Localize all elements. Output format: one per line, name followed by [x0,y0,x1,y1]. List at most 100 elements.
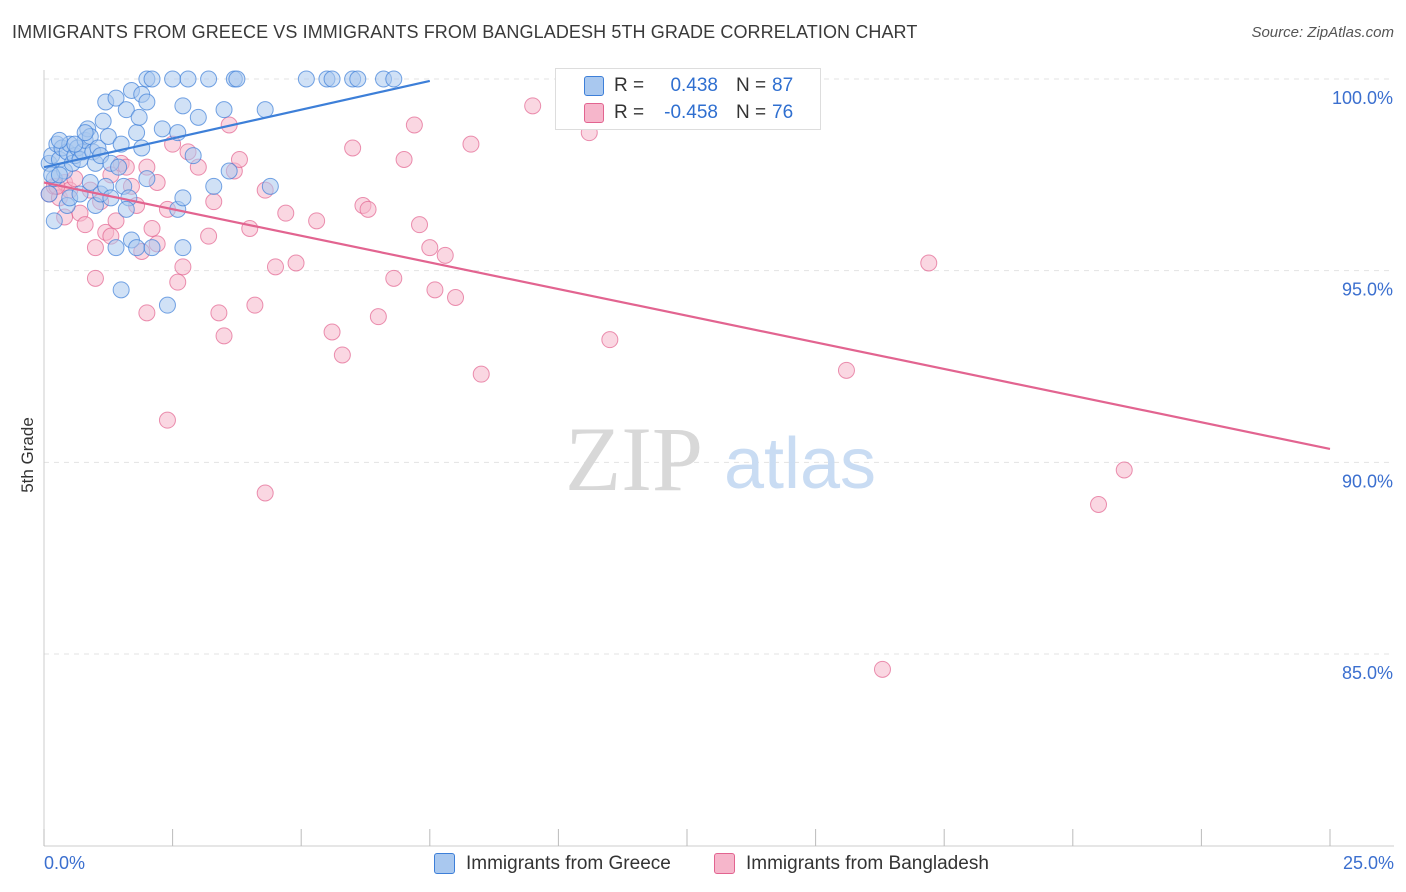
series-greece-points [40,70,403,314]
bangladesh-point [308,212,326,230]
greece-point [107,89,125,107]
bangladesh-point [395,151,413,168]
r-label: R = [614,75,645,96]
stats-row-bangladesh: R = -0.458 N = 76 [556,101,820,127]
bangladesh-point [344,139,362,157]
watermark-zip: ZIP [565,408,703,510]
bangladesh-point [143,220,161,237]
bangladesh-point [436,246,454,264]
greece-point [184,147,202,165]
greece-point [40,185,58,203]
watermark-atlas: atlas [724,424,876,504]
bangladesh-point [158,411,176,429]
n-label: N = [736,102,767,123]
stats-swatch-bangladesh [584,103,604,123]
greece-point [112,281,130,299]
greece-point [99,128,117,145]
bangladesh-point [369,308,387,326]
greece-point [138,170,156,188]
legend-label-greece: Immigrants from Greece [466,853,671,874]
greece-point [215,101,233,119]
greece-point [50,131,68,149]
bangladesh-point [230,151,248,168]
bangladesh-point [405,116,423,134]
greece-point [128,124,146,142]
greece-point [158,296,176,314]
bangladesh-point [76,216,94,234]
greece-point [117,200,135,218]
greece-point [174,97,192,115]
bangladesh-point [138,304,156,322]
bangladesh-point [385,269,403,287]
greece-point [205,177,223,195]
r-label: R = [614,102,645,123]
grid-layer [44,78,1394,655]
greece-point [128,239,146,257]
bangladesh-point [411,216,429,234]
bangladesh-point [210,304,228,322]
trend-line-greece [43,79,431,169]
greece-point [110,158,128,176]
bangladesh-point [421,239,439,257]
bangladesh-point [920,254,938,272]
greece-point [220,162,238,180]
n-value-bangladesh: 76 [772,102,794,123]
bangladesh-point [426,281,444,299]
greece-point [94,112,112,130]
bangladesh-point [323,323,341,341]
greece-point [256,101,274,119]
trend-lines [43,79,1331,450]
source-label: Source: ZipAtlas.com [1251,24,1394,41]
y-tick-label: 85.0% [1342,663,1393,683]
bangladesh-point [601,331,619,349]
bangladesh-point [266,258,284,276]
greece-point [143,239,161,257]
bangladesh-point [86,239,104,257]
greece-point [45,212,63,230]
bangladesh-point [287,254,305,272]
r-value-bangladesh: -0.458 [664,102,718,123]
stats-box: R = 0.438 N = 87 R = -0.458 N = 76 [555,68,821,130]
bangladesh-point [1090,496,1108,513]
greece-point [174,189,192,207]
greece-point [228,70,246,88]
greece-point [385,70,403,88]
greece-point [323,70,341,88]
bangladesh-point [256,484,274,502]
bangladesh-point [447,289,465,306]
bangladesh-point [169,273,187,291]
greece-point [76,124,94,142]
bangladesh-point [215,327,233,345]
greece-point [189,108,207,126]
x-tick-label: 0.0% [44,853,85,873]
chart-title: IMMIGRANTS FROM GREECE VS IMMIGRANTS FRO… [12,22,918,42]
legend-swatch-greece [434,853,455,874]
y-tick-label: 95.0% [1342,280,1393,300]
x-tick-label: 25.0% [1343,853,1394,873]
trend-line-bangladesh [43,181,1331,450]
r-value-greece: 0.438 [670,75,718,96]
y-tick-label: 90.0% [1342,471,1393,491]
bangladesh-point [524,97,542,115]
watermark: ZIP atlas [565,408,876,510]
bangladesh-point [873,660,891,678]
greece-point [174,239,192,257]
bangladesh-point [462,135,480,153]
bangladesh-point [107,212,125,230]
y-tick-label: 100.0% [1332,88,1393,108]
greece-point [130,108,148,126]
stats-row-greece: R = 0.438 N = 87 [556,74,820,100]
greece-point [66,135,84,153]
legend-label-bangladesh: Immigrants from Bangladesh [746,853,989,874]
bangladesh-point [205,193,223,211]
greece-point [349,70,367,88]
bangladesh-point [472,365,490,383]
bangladesh-point [837,361,855,379]
greece-point [138,93,156,111]
bangladesh-point [333,346,351,364]
bangladesh-point [200,227,218,245]
greece-point [153,120,171,138]
n-value-greece: 87 [772,75,794,96]
greece-point [179,70,197,88]
